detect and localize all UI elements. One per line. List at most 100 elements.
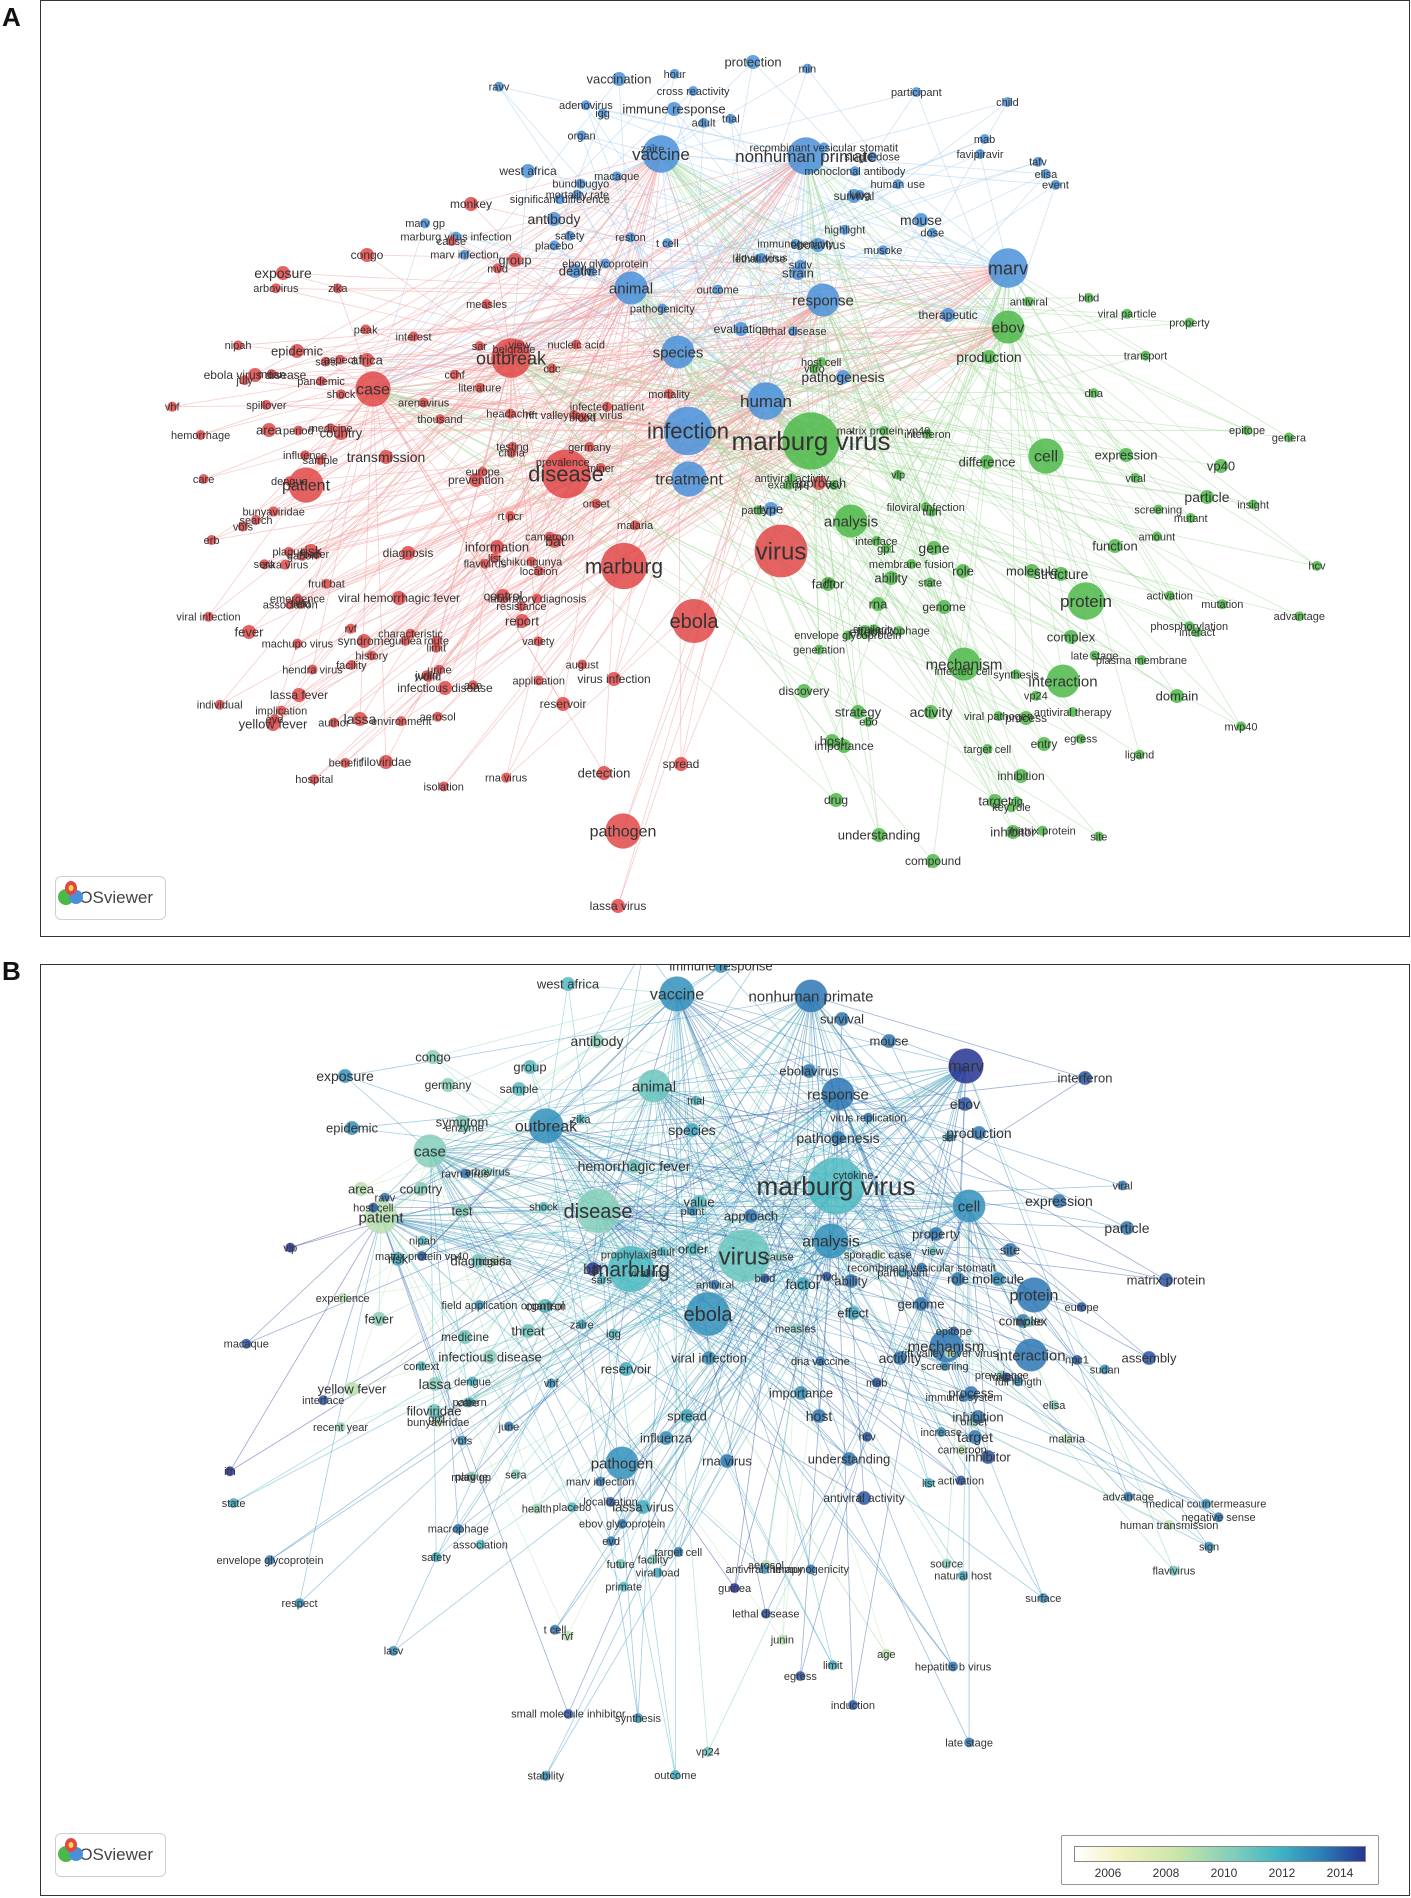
keyword-label: sudv — [789, 260, 813, 272]
keyword-label: recombinant vesicular stomatit — [847, 1262, 996, 1274]
keyword-label: transmission — [347, 449, 426, 465]
keyword-label: particle — [1104, 1220, 1149, 1236]
network-link — [429, 1150, 627, 1370]
keyword-node — [1153, 504, 1164, 515]
keyword-label: reston — [615, 232, 646, 244]
network-link — [687, 430, 1242, 727]
network-link — [621, 1185, 837, 1464]
keyword-label: genome — [898, 1297, 945, 1312]
keyword-label: vitro — [804, 364, 825, 376]
keyword-node — [797, 684, 811, 698]
network-link — [612, 1085, 655, 1334]
keyword-label: recombinant vesicular stomatit — [749, 142, 898, 154]
keyword-node — [630, 520, 641, 531]
keyword-node — [1061, 1433, 1073, 1444]
keyword-label: gp1 — [428, 1414, 446, 1426]
network-link — [465, 1173, 970, 1207]
keyword-label: arbovirus — [253, 283, 299, 295]
network-link — [380, 1216, 965, 1398]
keyword-label: understanding — [838, 828, 920, 843]
network-link — [486, 267, 1009, 305]
network-link — [799, 1065, 967, 1677]
network-link — [429, 993, 678, 1152]
keyword-label: cameroon — [938, 1445, 987, 1457]
keyword-node — [851, 705, 865, 719]
network-link — [613, 155, 807, 680]
keyword-node — [516, 601, 527, 612]
network-link — [536, 153, 662, 599]
keyword-label: exposure — [254, 265, 312, 281]
keyword-node — [405, 628, 416, 639]
keyword-node — [990, 1271, 1006, 1287]
keyword-label: viral infection — [176, 612, 240, 624]
keyword-label: ifn — [824, 577, 836, 589]
keyword-label: reservoir — [540, 697, 587, 711]
keyword-node — [390, 1251, 406, 1267]
keyword-node — [576, 130, 587, 141]
keyword-node — [292, 638, 303, 649]
keyword-node — [595, 462, 606, 473]
network-link — [545, 1125, 693, 1212]
keyword-node — [635, 1499, 651, 1515]
keyword-node — [725, 113, 736, 124]
keyword-label: group — [498, 253, 531, 268]
keyword-node — [811, 238, 825, 252]
network-link — [229, 1093, 839, 1472]
keyword-label: hour — [664, 69, 686, 81]
keyword-node — [827, 1660, 838, 1671]
keyword-label: viral — [1112, 1180, 1132, 1192]
keyword-label: location — [520, 566, 558, 578]
network-link — [653, 1085, 970, 1207]
keyword-node — [760, 1608, 772, 1619]
keyword-label: report — [505, 614, 539, 629]
keyword-label: machupo virus — [262, 639, 334, 651]
network-link — [393, 1205, 970, 1652]
keyword-label: trial — [687, 1095, 705, 1107]
network-link — [883, 267, 1009, 432]
keyword-label: guinea — [389, 636, 423, 648]
network-link — [676, 993, 887, 1655]
network-link — [676, 993, 1167, 1281]
keyword-label: interface — [855, 536, 897, 548]
vosviewer-logo-text: VOSviewer — [68, 888, 154, 907]
keyword-label: bat — [545, 533, 565, 549]
keyword-label: late stage — [945, 1737, 993, 1749]
keyword-label: detection — [578, 766, 631, 781]
keyword-node — [805, 1564, 816, 1575]
keyword-node — [335, 354, 346, 365]
network-link — [837, 1093, 976, 1438]
network-link — [429, 1150, 970, 1207]
keyword-node — [618, 1361, 634, 1377]
network-link — [687, 429, 1248, 432]
network-link — [543, 1065, 967, 1208]
keyword-label: medicine — [441, 1330, 489, 1344]
keyword-node — [597, 766, 611, 780]
keyword-node — [280, 559, 291, 570]
keyword-label: list — [488, 553, 501, 565]
keyword-label: medical countermeasure — [1146, 1499, 1266, 1511]
legend-tick: 2014 — [1326, 1866, 1354, 1880]
network-link — [360, 1125, 547, 1190]
keyword-node — [894, 625, 905, 636]
keyword-label: screening — [921, 1361, 969, 1373]
network-link — [444, 430, 689, 689]
network-link — [429, 1150, 538, 1509]
network-link — [410, 155, 807, 634]
network-link — [647, 993, 678, 1274]
keyword-label: nonhuman primate — [735, 147, 877, 166]
network-link — [397, 1185, 837, 1260]
keyword-node — [1140, 350, 1151, 361]
network-link — [660, 91, 917, 155]
keyword-label: infected patient — [570, 402, 645, 414]
keyword-node — [1119, 1220, 1135, 1236]
keyword-node — [829, 793, 843, 807]
keyword-node — [1151, 531, 1162, 542]
keyword-node — [239, 375, 250, 386]
keyword-label: mvd — [816, 1271, 837, 1283]
keyword-label: lassa — [344, 711, 377, 727]
keyword-node — [1032, 156, 1043, 167]
keyword-node — [316, 376, 327, 387]
network-link — [380, 1216, 972, 1394]
network-link — [502, 287, 632, 597]
keyword-node — [241, 1338, 252, 1349]
